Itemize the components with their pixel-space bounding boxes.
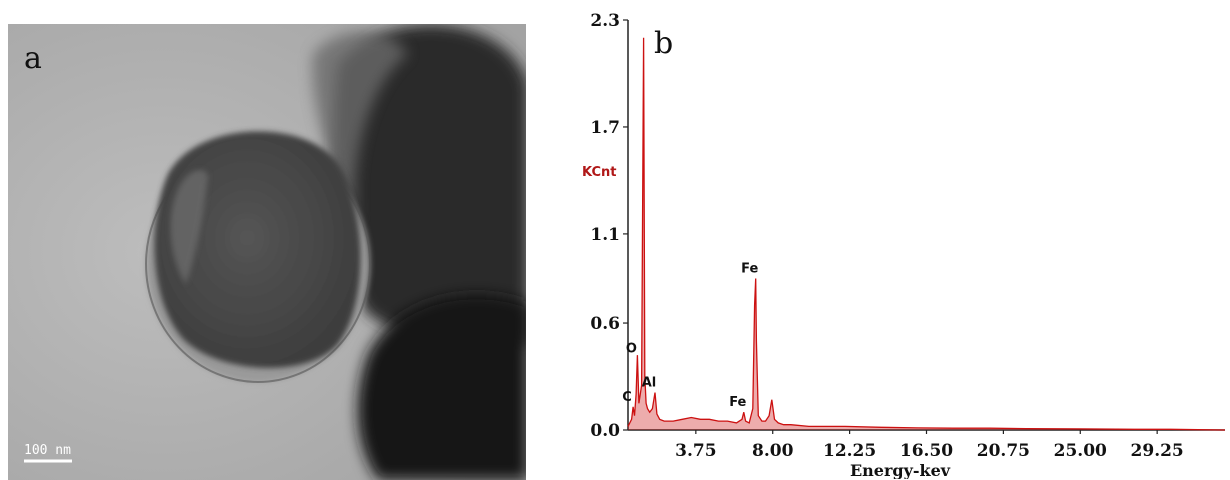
particle-lower-right xyxy=(357,294,526,480)
panel-b-label: b xyxy=(654,26,673,61)
y-tick-label: 1.1 xyxy=(590,225,620,245)
particle-upper-right xyxy=(334,24,526,348)
x-tick-label: 20.75 xyxy=(977,441,1030,461)
particle-facet xyxy=(170,170,208,284)
x-tick-label: 29.25 xyxy=(1131,441,1184,461)
panel-a-label: a xyxy=(24,41,42,76)
peak-label: Fe xyxy=(741,261,758,276)
x-tick-label: 8.00 xyxy=(752,441,794,461)
x-axis-label: Energy-kev xyxy=(850,461,951,479)
tem-micrograph-panel: a 100 nm xyxy=(8,24,526,480)
y-tick-label: 0.6 xyxy=(590,314,620,334)
spectrum-fill xyxy=(628,37,1225,431)
peak-label: O xyxy=(626,342,637,357)
peak-label: Fe xyxy=(729,395,746,410)
y-tick-label: 1.7 xyxy=(590,118,620,138)
peak-labels-group: C O Al Fe Fe xyxy=(622,261,758,410)
axes-group: 0.0 0.6 1.1 1.7 2.3 3.75 8.00 12.25 16.50 20.75 25… xyxy=(590,11,1225,461)
x-tick-label: 16.50 xyxy=(900,441,953,461)
x-tick-label: 25.00 xyxy=(1054,441,1107,461)
scale-bar-label: 100 nm xyxy=(24,443,71,458)
x-tick-label: 12.25 xyxy=(823,441,876,461)
peak-label: C xyxy=(622,390,632,405)
particle-upper-right-halo xyxy=(312,31,408,224)
y-tick-label: 2.3 xyxy=(590,11,620,31)
x-tick-label: 3.75 xyxy=(675,441,716,461)
y-axis-label: KCnt xyxy=(582,165,617,180)
spectrum-group xyxy=(627,37,1226,431)
peak-label: Al xyxy=(642,376,657,391)
spectrum-line xyxy=(627,37,1226,431)
eds-spectrum-chart: b 0.0 0.6 1.1 1.7 2.3 3.75 8.00 12.25 16.50 20.75… xyxy=(582,11,1226,479)
y-tick-label: 0.0 xyxy=(590,421,620,441)
